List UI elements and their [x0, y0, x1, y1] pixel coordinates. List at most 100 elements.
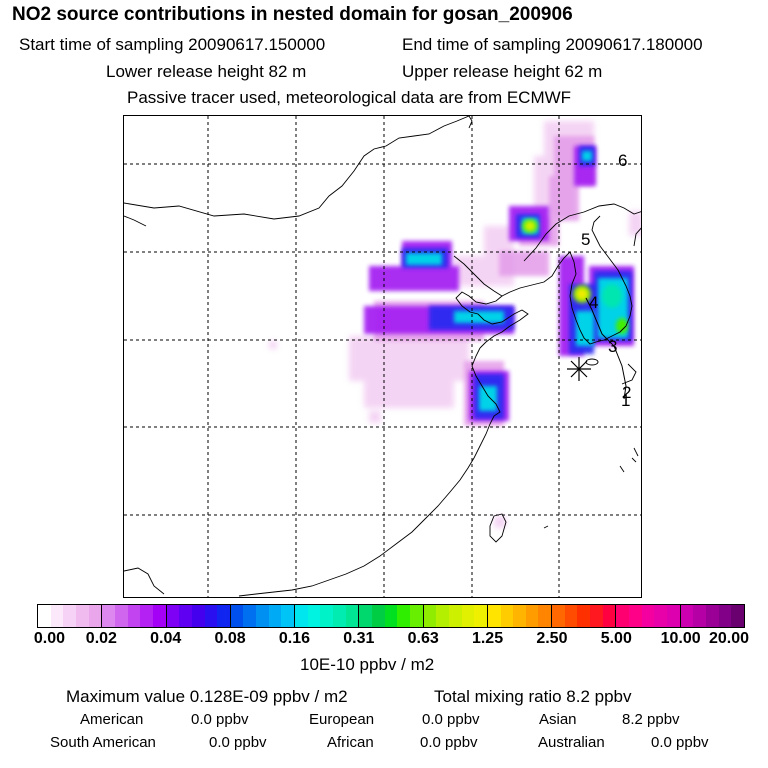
region-australian-name: Australian [538, 734, 605, 751]
colorbar-swatch [230, 605, 244, 627]
map-panel: 1 2 3 4 5 6 [123, 115, 642, 598]
colorbar-swatch [667, 605, 680, 627]
coastlines [124, 116, 641, 597]
trajectory-label-1: 1 [621, 391, 630, 410]
colorbar-tick-label: 0.04 [150, 630, 182, 647]
colorbar-swatch [63, 605, 76, 627]
colorbar-swatch [179, 605, 192, 627]
colorbar-unit: 10E-10 ppbv / m2 [300, 655, 435, 674]
colorbar-tick-labels: 0.00 0.02 0.04 0.08 0.16 0.31 0.63 1.25 2.50 5.00… [0, 630, 768, 650]
colorbar-segment [102, 605, 167, 627]
trajectory-label-3: 3 [608, 337, 617, 356]
region-european-name: European [309, 711, 375, 728]
colorbar-swatch [590, 605, 603, 627]
colorbar-swatch [564, 605, 578, 627]
colorbar-swatch [629, 605, 642, 627]
colorbar-segment [680, 605, 744, 627]
colorbar-swatch [500, 605, 514, 627]
colorbar-swatch [552, 605, 565, 627]
colorbar-tick-label: 0.16 [278, 630, 311, 647]
total-mixing-ratio-label: Total mixing ratio 8.2 ppbv [434, 687, 632, 706]
trajectory-label-2: 2 [622, 383, 631, 402]
colorbar-swatch [268, 605, 282, 627]
colorbar-swatch [461, 605, 475, 627]
region-american-value: 0.0 ppbv [191, 711, 249, 728]
colorbar-swatch [345, 605, 359, 627]
colorbar-swatch [718, 605, 732, 627]
colorbar-tick-label: 0.08 [214, 630, 246, 647]
trajectory-path [585, 297, 627, 400]
maximum-value-label: Maximum value 0.128E-09 ppbv / m2 [66, 687, 348, 706]
colorbar-swatch [166, 605, 180, 627]
colorbar-swatch [448, 605, 462, 627]
colorbar-swatch [320, 605, 334, 627]
colorbar-swatch [423, 605, 437, 627]
start-time-label: Start time of sampling 20090617.150000 [19, 35, 326, 54]
colorbar-swatch [140, 605, 153, 627]
colorbar-segment [166, 605, 231, 627]
colorbar-segment [230, 605, 296, 627]
colorbar-swatch [641, 605, 655, 627]
colorbar-segment [359, 605, 424, 627]
colorbar-segment [552, 605, 617, 627]
colorbar-swatch [359, 605, 372, 627]
colorbar-swatch [127, 605, 141, 627]
colorbar-swatch [487, 605, 501, 627]
concentration-field [269, 121, 641, 528]
tracer-note: Passive tracer used, meteorological data… [127, 88, 572, 107]
colorbar-swatch [693, 605, 706, 627]
colorbar [37, 604, 745, 628]
region-american-name: American [80, 711, 144, 728]
colorbar-swatch [474, 605, 487, 627]
colorbar-tick-label: 0.02 [85, 630, 117, 647]
colorbar-swatch [371, 605, 385, 627]
region-african-name: African [327, 734, 374, 751]
region-south-american-value: 0.0 ppbv [209, 734, 267, 751]
region-asian-name: Asian [539, 711, 577, 728]
lower-release-height-label: Lower release height 82 m [106, 62, 307, 81]
colorbar-swatch [436, 605, 449, 627]
colorbar-segment [487, 605, 553, 627]
end-time-label: End time of sampling 20090617.180000 [402, 35, 703, 54]
trajectory-label-5: 5 [581, 230, 590, 249]
colorbar-swatch [654, 605, 668, 627]
region-european-value: 0.0 ppbv [422, 711, 480, 728]
colorbar-tick-label: 0.00 [33, 630, 66, 647]
receptor-marker [567, 357, 591, 381]
region-asian-value: 8.2 ppbv [622, 711, 680, 728]
colorbar-tick-label: 20.00 [708, 630, 750, 647]
colorbar-segment [38, 605, 103, 627]
colorbar-swatch [409, 605, 423, 627]
colorbar-swatch [256, 605, 269, 627]
plot-title: NO2 source contributions in nested domai… [12, 4, 573, 25]
lat-lon-grid [124, 116, 641, 597]
colorbar-tick-label: 0.63 [407, 630, 439, 647]
colorbar-swatch [75, 605, 89, 627]
colorbar-tick-label: 2.50 [536, 630, 568, 647]
colorbar-swatch [50, 605, 64, 627]
colorbar-swatch [102, 605, 115, 627]
region-australian-value: 0.0 ppbv [651, 734, 709, 751]
colorbar-swatch [602, 605, 616, 627]
colorbar-segment [616, 605, 681, 627]
colorbar-swatch [538, 605, 552, 627]
colorbar-swatch [152, 605, 166, 627]
colorbar-swatch [281, 605, 295, 627]
region-south-american-name: South American [50, 734, 156, 751]
colorbar-swatch [384, 605, 398, 627]
trajectory-label-4: 4 [589, 293, 598, 312]
colorbar-swatch [191, 605, 205, 627]
colorbar-swatch [616, 605, 630, 627]
colorbar-tick-label: 5.00 [600, 630, 632, 647]
colorbar-swatch [525, 605, 539, 627]
colorbar-tick-label: 1.25 [471, 630, 504, 647]
colorbar-swatch [307, 605, 321, 627]
colorbar-swatch [88, 605, 102, 627]
colorbar-swatch [577, 605, 591, 627]
colorbar-swatch [333, 605, 346, 627]
colorbar-swatch [204, 605, 218, 627]
trajectory-label-6: 6 [618, 151, 627, 170]
colorbar-swatch [38, 605, 51, 627]
colorbar-swatch [513, 605, 526, 627]
colorbar-swatch [397, 605, 410, 627]
